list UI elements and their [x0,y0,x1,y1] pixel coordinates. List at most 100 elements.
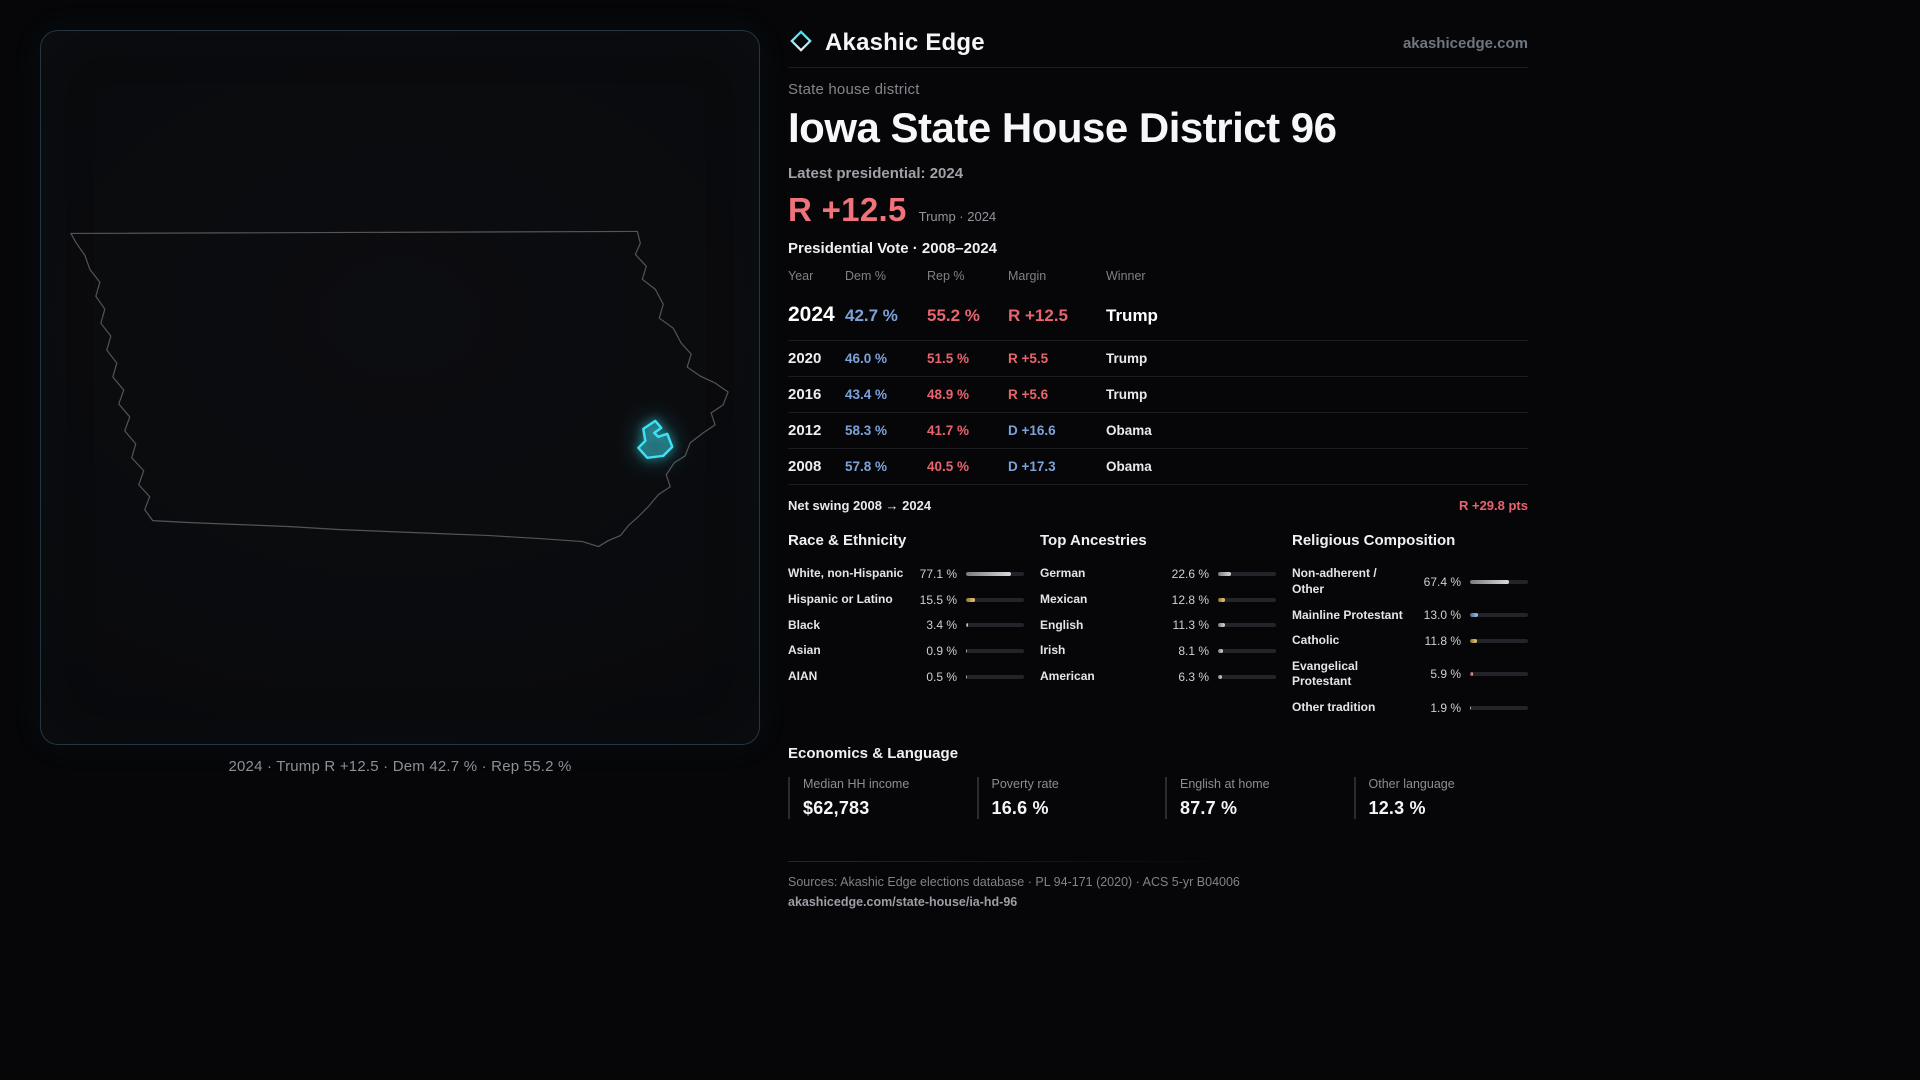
stat-label: Median HH income [803,776,910,791]
demo-label: Black [788,617,821,632]
cell-rep-share: 48.9 % [927,387,970,403]
cell-winner: Trump [1106,306,1158,326]
net-swing-label: Net swing 2008 → 2024 [788,498,932,514]
demo-value: 11.8 % [1424,633,1461,648]
demo-label: American [1040,668,1095,683]
demo-value: 77.1 % [919,567,957,582]
demo-item: Black 3.4 % [788,613,1024,639]
permalink[interactable]: akashicedge.com/state-house/ia-hd-96 [788,894,1018,909]
demo-item: English 11.3 % [1040,613,1276,639]
cell-margin: R +12.5 [1008,306,1069,326]
demo-item: Irish 8.1 % [1040,638,1276,664]
stat-value: 87.7 % [1180,797,1238,818]
demographics-grid: Race & Ethnicity White, non-Hispanic 77.… [788,522,1528,720]
cell-winner: Trump [1106,351,1148,367]
cell-rep-share: 41.7 % [927,423,970,439]
vote-row-2016: 2016 43.4 % 48.9 % R +5.6 Trump [788,377,1528,414]
cell-margin: D +17.3 [1008,459,1056,475]
section-title: Top Ancestries [1040,532,1147,550]
sources-line: Sources: Akashic Edge elections database… [788,874,1240,889]
cell-year: 2024 [788,303,835,327]
stat-poverty-rate: Poverty rate 16.6 % [976,776,1152,819]
demo-label: AIAN [788,668,818,683]
demo-bar [1218,572,1276,577]
cell-dem-share: 42.7 % [845,306,898,326]
iowa-map [70,230,729,548]
col-year: Year [788,269,814,284]
stat-value: 16.6 % [991,797,1049,818]
header-divider [788,67,1528,68]
demo-label: Non-adherent / Other [1292,566,1377,596]
cell-margin: D +16.6 [1008,423,1056,439]
cell-year: 2016 [788,386,822,404]
demo-value: 3.4 % [926,618,957,633]
religious-composition-section: Religious Composition Non-adherent / Oth… [1292,522,1528,720]
cell-rep-share: 51.5 % [927,351,970,367]
vote-row-2008: 2008 57.8 % 40.5 % D +17.3 Obama [788,449,1528,486]
demo-bar [1218,597,1276,602]
demo-bar [1470,672,1528,677]
cell-margin: R +5.5 [1008,351,1049,367]
demo-value: 12.8 % [1171,592,1209,607]
demo-label: Mexican [1040,591,1088,606]
net-swing-row: Net swing 2008 → 2024 R +29.8 pts [788,485,1528,518]
demo-label: Mainline Protestant [1292,607,1403,622]
demo-value: 0.9 % [926,643,957,658]
stat-label: Other language [1368,776,1455,791]
section-title: Race & Ethnicity [788,532,907,550]
demo-bar [1470,579,1528,584]
headline-margin-note: Trump · 2024 [918,209,997,225]
net-swing-value: R +29.8 pts [1458,498,1528,514]
demo-bar [1470,638,1528,643]
cell-year: 2008 [788,458,822,476]
col-margin: Margin [1008,269,1047,284]
latest-presidential-label: Latest presidential: 2024 [788,165,964,183]
demo-label: Hispanic or Latino [788,591,893,606]
diamond-logo-icon [788,28,814,59]
demo-bar [966,572,1024,577]
demo-value: 67.4 % [1423,574,1461,589]
cell-dem-share: 58.3 % [845,423,888,439]
district-96-shape[interactable] [637,419,674,460]
demo-item: Evangelical Protestant 5.9 % [1292,654,1528,695]
section-title: Religious Composition [1292,532,1456,550]
demo-item: Mainline Protestant 13.0 % [1292,603,1528,629]
col-rep: Rep % [927,269,965,284]
demo-bar [966,674,1024,679]
economics-stats: Median HH income $62,783 Poverty rate 16… [788,776,1529,819]
economics-title: Economics & Language [788,744,959,762]
demo-value: 0.5 % [926,669,957,684]
demo-label: Irish [1040,643,1066,658]
demo-bar [966,597,1024,602]
demo-value: 11.3 % [1172,618,1209,633]
demo-item: Mexican 12.8 % [1040,587,1276,613]
report-panel: Akashic Edge akashicedge.com State house… [788,24,1528,909]
demo-label: English [1040,617,1084,632]
demo-bar [1218,674,1276,679]
demo-item: Hispanic or Latino 15.5 % [788,587,1024,613]
site-link[interactable]: akashicedge.com [1402,34,1528,52]
race-ethnicity-section: Race & Ethnicity White, non-Hispanic 77.… [788,522,1024,720]
iowa-state-outline [70,230,729,548]
demo-label: White, non-Hispanic [788,566,904,581]
col-dem: Dem % [845,269,886,284]
map-caption: 2024 · Trump R +12.5 · Dem 42.7 % · Rep … [228,758,572,775]
demo-label: German [1040,566,1086,581]
stat-label: English at home [1180,776,1270,791]
presidential-vote-table: Year Dem % Rep % Margin Winner 2024 42.7… [788,264,1528,486]
demo-bar [1218,623,1276,628]
cell-year: 2020 [788,350,822,368]
demo-item: American 6.3 % [1040,664,1276,690]
stat-other-language: Other language 12.3 % [1353,776,1529,819]
page-title: Iowa State House District 96 [788,104,1337,151]
demo-item: Asian 0.9 % [788,638,1024,664]
top-ancestries-section: Top Ancestries German 22.6 % Mexican 12.… [1040,522,1276,720]
demo-item: German 22.6 % [1040,561,1276,587]
brand-name: Akashic Edge [825,29,985,56]
cell-dem-share: 46.0 % [845,351,888,367]
headline-margin-value: R +12.5 [788,191,907,229]
cell-margin: R +5.6 [1008,387,1049,403]
vote-table-title: Presidential Vote · 2008–2024 [788,240,998,258]
cell-winner: Trump [1106,387,1148,403]
